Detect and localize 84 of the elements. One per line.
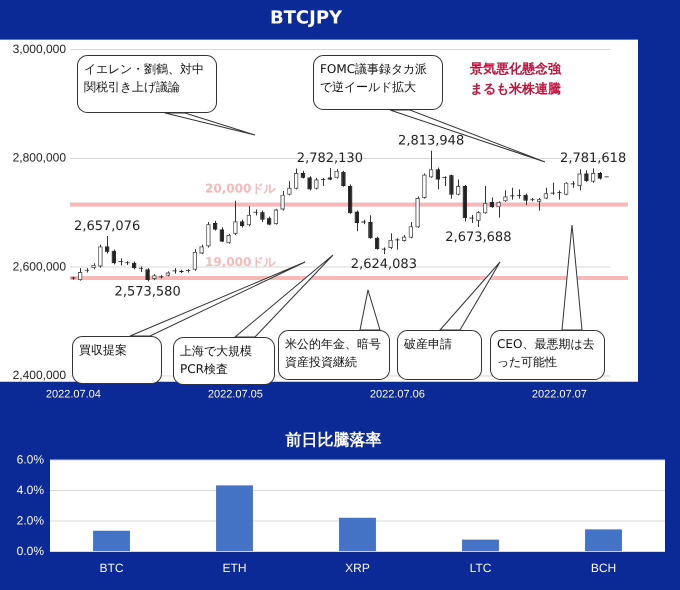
- candlestick: [112, 249, 116, 265]
- x-tick-label: BCH: [590, 561, 616, 576]
- y-tick-label: 2,800,000: [12, 150, 66, 165]
- candlestick: [274, 208, 278, 226]
- candlestick: [294, 168, 298, 190]
- annotation: 2,573,580: [114, 284, 181, 300]
- annotation: 買収提案: [78, 342, 128, 359]
- candlestick: [334, 168, 339, 179]
- y-tick-label: 6.0%: [16, 452, 44, 467]
- annotation: 上海で大規模PCR検査: [173, 337, 275, 383]
- bar: [462, 540, 499, 552]
- candlestick: [280, 190, 285, 212]
- annotation: FOMC議事録タカ派で逆イールド拡大: [319, 61, 428, 96]
- ref-line-label: 20,000ドル: [205, 182, 276, 196]
- bar: [339, 518, 376, 552]
- x-tick-label: 2022.07.05: [208, 388, 263, 400]
- candlestick: [212, 220, 218, 232]
- annotation: 2,781,618: [560, 151, 626, 166]
- candlestick: [590, 168, 596, 184]
- candlestick: [523, 193, 528, 206]
- candlestick: [78, 268, 82, 282]
- candlestick: [564, 182, 568, 196]
- annotation: 米公的年金、暗号資産投資継続: [284, 336, 382, 371]
- candlestick: [584, 170, 589, 182]
- bar: [216, 485, 253, 552]
- candlestick: [388, 232, 393, 250]
- annotation: 景気悪化懸念強まるも米株連騰: [470, 61, 562, 99]
- annotation: CEO、最悪期は去った可能性: [496, 336, 596, 371]
- x-tick-label: 2022.07.04: [46, 388, 101, 400]
- candlestick: [314, 177, 319, 190]
- annotation: 2,782,130: [296, 150, 363, 166]
- x-tick-label: 2022.07.06: [370, 388, 425, 400]
- candlestick: [482, 186, 488, 214]
- annotation: 2,624,083: [350, 256, 417, 272]
- candlestick: [98, 244, 103, 268]
- x-tick-label: LTC: [470, 561, 492, 576]
- y-tick-label: 2,400,000: [12, 368, 66, 382]
- candlestick: [368, 214, 373, 240]
- candlestick: [145, 268, 150, 282]
- candlestick: [260, 210, 265, 222]
- candlestick: [577, 168, 582, 191]
- candlestick: [408, 221, 414, 239]
- ref-line-label: 19,000ドル: [205, 255, 276, 270]
- candlestick: [246, 206, 252, 227]
- annotation: 2,673,688: [445, 230, 512, 245]
- y-tick-label: 0.0%: [16, 544, 44, 558]
- candlestick: [496, 200, 501, 218]
- candlestick: [428, 150, 434, 178]
- x-tick-label: 2022.07.07: [532, 388, 587, 400]
- y-tick-label: 3,000,000: [12, 42, 66, 56]
- y-tick-label: 4.0%: [16, 482, 44, 497]
- y-tick-label: 2.0%: [16, 513, 44, 528]
- candlestick: [374, 236, 380, 250]
- annotation: 2,657,076: [74, 218, 140, 234]
- candlestick: [490, 196, 494, 208]
- candlestick: [307, 176, 312, 191]
- annotation: イエレン・劉鶴、対中関税引き上げ議論: [83, 61, 205, 96]
- candlestick: [354, 210, 360, 232]
- candlestick: [287, 180, 292, 196]
- candlestick: [476, 210, 481, 228]
- candlestick: [226, 233, 231, 244]
- annotation: 2,813,948: [398, 134, 464, 149]
- x-tick-label: ETH: [222, 561, 246, 576]
- x-tick-label: BTC: [100, 561, 124, 576]
- candlestick: [436, 167, 440, 190]
- bar: [93, 530, 130, 552]
- chart-title: 前日比騰落率: [284, 430, 382, 449]
- candlestick: [449, 174, 454, 200]
- candlestick: [104, 236, 110, 254]
- annotation: 破産申請: [403, 336, 453, 353]
- candlestick: [536, 198, 542, 212]
- candlestick: [422, 173, 427, 200]
- bar: [585, 529, 622, 552]
- candlestick: [206, 221, 211, 248]
- candlestick: [456, 179, 460, 196]
- candlestick: [341, 170, 346, 188]
- candlestick: [544, 187, 548, 200]
- candlestick: [220, 226, 224, 243]
- candlestick: [192, 248, 198, 272]
- chart-title: BTCJPY: [270, 7, 344, 28]
- candlestick: [503, 190, 508, 202]
- candlestick: [233, 200, 238, 236]
- x-tick-label: XRP: [345, 561, 370, 576]
- y-tick-label: 2,600,000: [12, 259, 66, 274]
